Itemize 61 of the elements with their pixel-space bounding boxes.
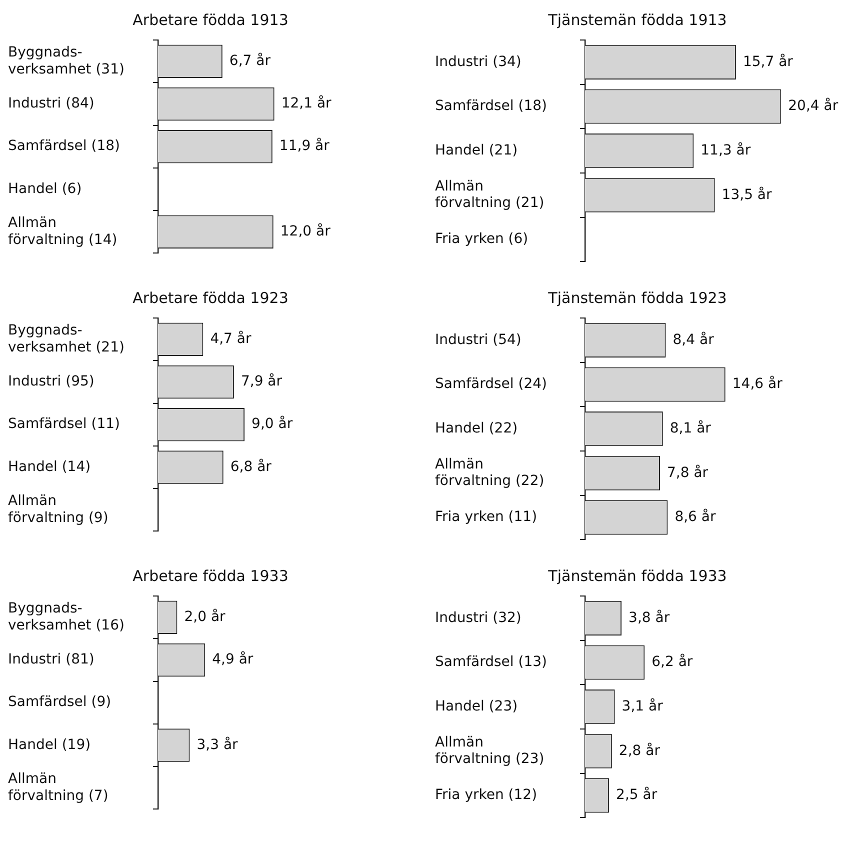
data-label: 4,9 år xyxy=(212,650,254,668)
chart-title: Arbetare födda 1933 xyxy=(132,566,288,585)
y-tick-label: Allmän förvaltning (23) xyxy=(435,734,544,768)
y-tick-label: Industri (34) xyxy=(435,54,522,70)
data-label: 11,3 år xyxy=(700,141,751,158)
y-tick-label: Allmän förvaltning (7) xyxy=(8,771,108,804)
y-tick-label: Industri (95) xyxy=(8,374,94,390)
y-tick-label: Allmän förvaltning (22) xyxy=(435,456,544,490)
data-label: 6,8 år xyxy=(230,458,272,475)
data-label: 3,1 år xyxy=(622,697,664,714)
chart-title: Tjänstemän födda 1913 xyxy=(547,10,727,29)
y-tick-label: Samfärdsel (13) xyxy=(435,654,547,670)
data-label: 13,5 år xyxy=(722,186,772,203)
data-label: 15,7 år xyxy=(742,52,794,70)
y-tick-label: Fria yrken (12) xyxy=(435,787,538,804)
chart-title: Tjänstemän födda 1923 xyxy=(547,288,727,307)
data-label: 6,2 år xyxy=(652,653,693,670)
data-label: 12,1 år xyxy=(281,94,332,112)
y-tick-label: Handel (23) xyxy=(435,698,518,714)
y-tick-label: Industri (84) xyxy=(8,96,94,112)
data-label: 20,4 år xyxy=(788,97,838,114)
data-label: 8,1 år xyxy=(670,419,712,436)
y-tick-label: Handel (14) xyxy=(8,458,91,475)
y-tick-label: Allmän förvaltning (21) xyxy=(435,178,544,212)
data-label: 3,8 år xyxy=(628,608,670,626)
y-tick-label: Byggnads- verksamhet (21) xyxy=(8,322,124,356)
y-tick-label: Allmän förvaltning (14) xyxy=(8,215,118,248)
y-tick-label: Byggnads- verksamhet (16) xyxy=(8,600,124,634)
data-label: 3,3 år xyxy=(196,736,238,753)
data-label: 11,9 år xyxy=(279,137,330,154)
chart-title: Arbetare födda 1923 xyxy=(132,288,288,307)
data-label: 9,0 år xyxy=(252,415,293,432)
data-label: 2,8 år xyxy=(618,742,660,759)
data-label: 2,5 år xyxy=(616,786,658,804)
chart-title: Arbetare födda 1913 xyxy=(132,10,288,29)
y-tick-label: Byggnads- verksamhet (31) xyxy=(8,44,124,78)
y-tick-label: Handel (22) xyxy=(435,420,518,436)
data-label: 8,4 år xyxy=(672,330,714,348)
y-tick-label: Handel (21) xyxy=(435,142,518,158)
y-tick-label: Fria yrken (6) xyxy=(435,231,528,248)
chart-title: Tjänstemän födda 1933 xyxy=(547,566,727,585)
y-tick-label: Fria yrken (11) xyxy=(435,509,538,526)
y-tick-label: Industri (54) xyxy=(435,332,522,348)
data-label: 7,8 år xyxy=(667,464,708,481)
data-label: 12,0 år xyxy=(280,222,331,240)
y-tick-label: Industri (81) xyxy=(8,652,94,668)
y-tick-label: Samfärdsel (24) xyxy=(435,376,547,392)
data-label: 7,9 år xyxy=(240,372,282,390)
y-tick-label: Samfärdsel (11) xyxy=(8,416,120,432)
data-label: 8,6 år xyxy=(674,508,716,526)
y-tick-label: Handel (19) xyxy=(8,736,91,753)
data-label: 14,6 år xyxy=(732,375,783,392)
y-tick-label: Samfärdsel (9) xyxy=(8,694,112,710)
data-label: 6,7 år xyxy=(229,52,271,69)
data-label: 2,0 år xyxy=(184,608,226,625)
y-tick-label: Handel (6) xyxy=(8,180,82,197)
y-tick-label: Allmän förvaltning (9) xyxy=(8,493,108,526)
y-tick-label: Samfärdsel (18) xyxy=(8,138,120,154)
y-tick-label: Samfärdsel (18) xyxy=(435,98,547,114)
y-tick-label: Industri (32) xyxy=(435,610,522,626)
data-label: 4,7 år xyxy=(210,330,252,347)
